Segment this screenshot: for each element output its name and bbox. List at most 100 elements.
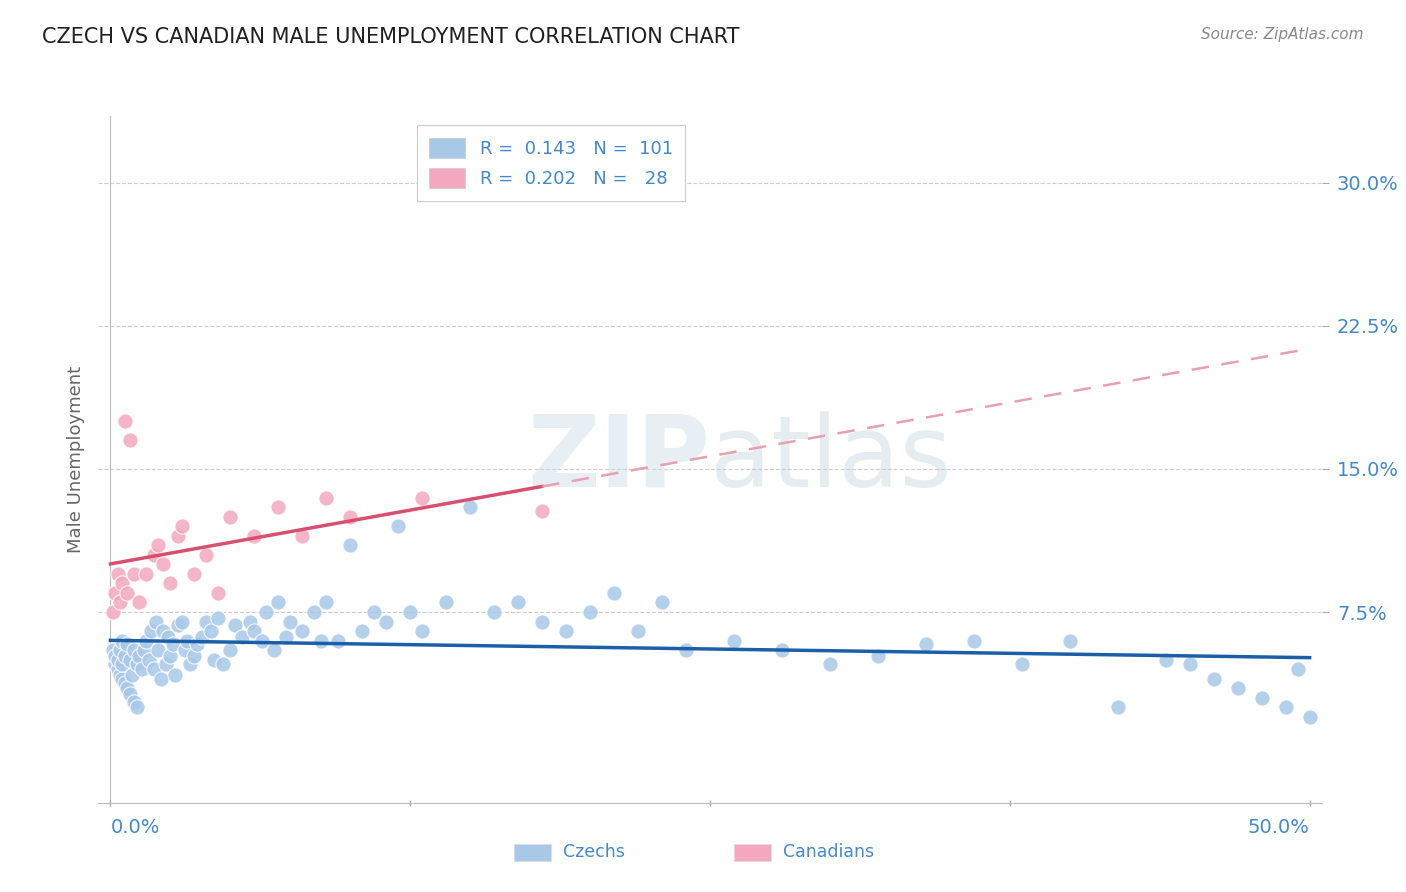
Point [148,643,170,657]
Point [723,633,745,648]
Point [165,668,187,682]
Point [434,595,457,609]
Text: 0.0%: 0.0% [111,818,160,837]
Point [195,548,218,562]
Point [135,566,157,581]
Point [243,529,266,543]
Text: Canadians: Canadians [783,843,875,862]
Point [172,519,194,533]
Point [915,637,938,651]
Point [627,624,650,639]
Point [291,529,314,543]
Point [219,643,242,657]
Point [352,624,374,639]
Point [1178,657,1201,671]
Point [149,672,172,686]
Point [328,633,350,648]
Point [315,491,337,505]
Point [145,615,167,629]
Point [770,643,793,657]
Point [212,657,235,671]
Point [124,566,146,581]
Text: Source: ZipAtlas.com: Source: ZipAtlas.com [1201,27,1364,42]
Point [1202,672,1225,686]
Point [579,605,602,619]
Point [179,657,201,671]
Point [125,657,148,671]
Point [155,657,177,671]
Point [159,576,181,591]
Point [159,648,181,663]
Point [1011,657,1033,671]
Point [363,605,385,619]
Point [128,595,150,609]
Text: atlas: atlas [710,411,952,508]
Point [818,657,841,671]
Point [1226,681,1249,696]
Point [315,595,337,609]
Point [111,657,134,671]
Point [238,615,260,629]
Point [162,637,184,651]
Text: 50.0%: 50.0% [1247,818,1309,837]
Point [125,700,148,714]
Point [339,509,361,524]
Point [304,605,326,619]
Point [458,500,481,514]
Point [866,648,889,663]
Point [207,586,229,600]
Text: Czechs: Czechs [564,843,626,862]
Point [142,548,165,562]
Point [267,500,290,514]
Point [114,648,136,663]
Point [207,611,229,625]
Point [531,504,554,518]
Point [339,538,361,552]
Point [183,648,205,663]
Point [482,605,505,619]
Point [219,509,242,524]
Point [202,653,225,667]
Point [131,662,153,676]
Point [224,618,246,632]
Point [101,643,124,657]
Point [108,668,131,682]
Point [101,605,124,619]
Point [124,695,146,709]
Point [190,630,212,644]
Point [142,662,165,676]
Point [107,653,129,667]
Point [267,595,290,609]
Point [1107,700,1129,714]
Point [111,633,134,648]
Point [375,615,398,629]
Point [411,624,433,639]
Point [263,643,285,657]
Point [1298,710,1320,724]
Point [1250,690,1272,705]
Point [115,586,138,600]
Point [107,566,129,581]
Y-axis label: Male Unemployment: Male Unemployment [66,366,84,553]
Point [104,648,127,663]
Point [186,637,208,651]
Point [118,687,141,701]
Point [152,558,174,572]
Point [115,681,138,696]
Point [108,595,131,609]
Point [111,672,134,686]
Point [200,624,222,639]
Point [172,615,194,629]
Point [675,643,697,657]
Point [152,624,174,639]
Point [118,653,141,667]
Point [387,519,409,533]
Point [128,648,150,663]
Point [173,643,195,657]
Point [118,434,141,448]
Point [603,586,626,600]
Point [399,605,422,619]
Point [141,624,163,639]
Point [531,615,554,629]
FancyBboxPatch shape [734,844,772,861]
